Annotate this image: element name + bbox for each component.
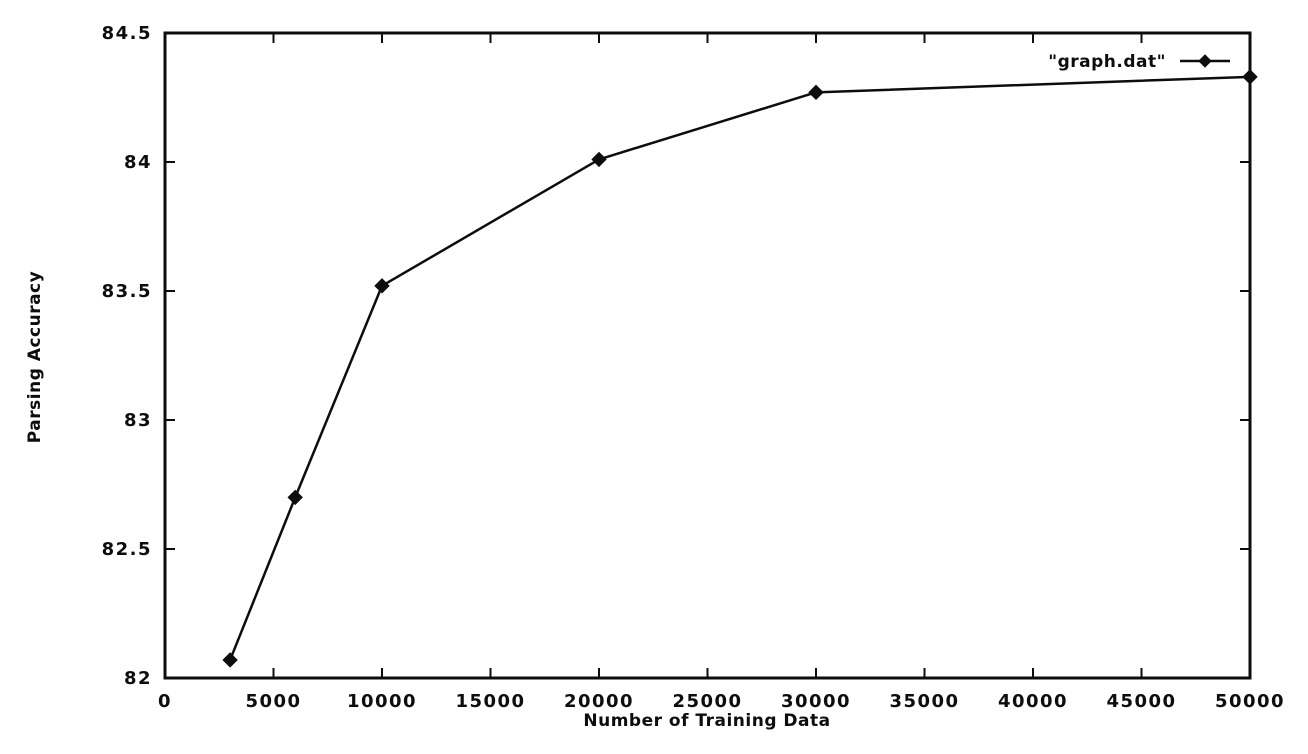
y-tick-label: 82: [124, 668, 152, 689]
y-axis-title: Parsing Accuracy: [25, 271, 45, 443]
y-tick-label: 83.5: [102, 281, 152, 302]
legend-label: "graph.dat": [1048, 52, 1166, 72]
plot-border: [163, 31, 1252, 680]
x-tick-label: 25000: [672, 691, 742, 712]
x-tick-label: 30000: [781, 691, 851, 712]
x-tick-label: 35000: [889, 691, 959, 712]
x-tick-label: 45000: [1106, 691, 1176, 712]
y-tick-label: 82.5: [102, 539, 152, 560]
x-tick-label: 10000: [347, 691, 417, 712]
y-tick-label: 83: [124, 410, 152, 431]
x-tick-label: 5000: [245, 691, 301, 712]
x-tick-label: 40000: [998, 691, 1068, 712]
x-tick-label: 50000: [1215, 691, 1285, 712]
data-line: [228, 75, 1251, 661]
y-tick-label: 84: [124, 152, 152, 173]
x-axis-title: Number of Training Data: [583, 711, 830, 731]
x-tick-label: 0: [158, 691, 172, 712]
y-tick-label: 84.5: [102, 23, 152, 44]
x-tick-label: 15000: [455, 691, 525, 712]
x-tick-label: 20000: [564, 691, 634, 712]
